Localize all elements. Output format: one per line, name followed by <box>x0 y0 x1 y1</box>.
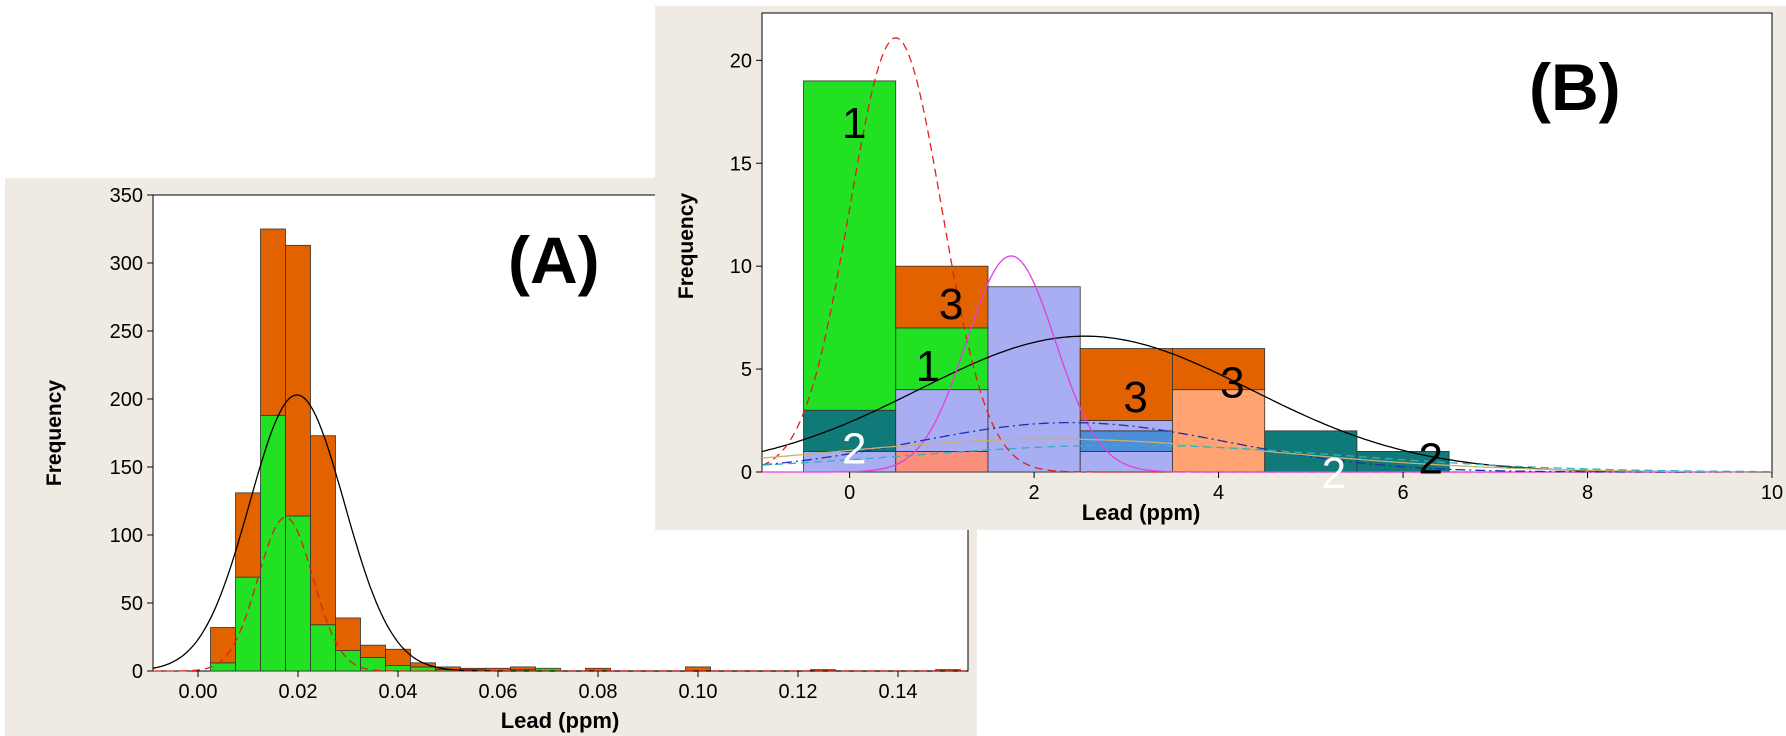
chart-b-bar-b3-s0 <box>1079 451 1173 473</box>
chart-b-xtick-label: 2 <box>1029 482 1040 504</box>
chart-b-bar-annotation-7: 2 <box>1418 435 1442 484</box>
chart-b-bar-annotation-1: 3 <box>939 280 963 329</box>
chart-a-bar-s0-b2 <box>260 414 286 672</box>
chart-b-bar-b1-s2 <box>895 327 989 391</box>
chart-b-ticks: 0 2 4 6 8 10 0 5 10 15 20 <box>730 50 1783 504</box>
chart-a-bar-s0-b0 <box>210 662 236 672</box>
chart-a-xtick-label: 0.14 <box>879 681 918 703</box>
chart-b-bar-b2-s0 <box>987 286 1081 473</box>
chart-a-bars <box>210 228 961 672</box>
chart-b-bar-annotation-0: 1 <box>842 99 866 148</box>
chart-a-xtick-label: 0.00 <box>179 681 218 703</box>
chart-a-bar-s1-b2 <box>260 228 286 416</box>
chart-b-bar-annotation-5: 2 <box>842 424 866 473</box>
chart-b-fit-curve-3 <box>761 421 1772 473</box>
chart-b-xlabel: Lead (ppm) <box>1082 500 1201 525</box>
chart-a-bar-s0-b5 <box>335 650 361 672</box>
chart-a-panel-label: (A) <box>508 223 600 297</box>
chart-b-bar-b4-s1 <box>1172 348 1266 391</box>
chart-b-ytick-label: 5 <box>741 359 752 381</box>
chart-a-xtick-label: 0.04 <box>379 681 418 703</box>
chart-b-bar-b4-s0 <box>1172 389 1266 473</box>
chart-a-bar-s0-b7 <box>385 665 411 672</box>
chart-b-bar-annotation-6: 2 <box>1322 449 1346 498</box>
chart-a-ytick-label: 200 <box>110 389 143 411</box>
chart-a-ytick-label: 300 <box>110 253 143 275</box>
chart-a-bar-s0-b3 <box>285 515 311 672</box>
chart-a-xtick-label: 0.02 <box>279 681 318 703</box>
chart-b-fit-curves <box>761 37 1772 473</box>
chart-a-ylabel: Frequency <box>43 380 66 487</box>
chart-a-xtick-label: 0.10 <box>679 681 718 703</box>
chart-a-ytick-label: 0 <box>132 661 143 683</box>
chart-a-ytick-label: 350 <box>110 185 143 207</box>
chart-b-bar-b1-s1 <box>895 389 989 452</box>
chart-b-bar-b0-s1 <box>803 409 897 452</box>
chart-b-xtick-label: 0 <box>844 482 855 504</box>
chart-a-bar-s1-b4 <box>310 435 336 626</box>
chart-a-ytick-label: 150 <box>110 457 143 479</box>
chart-b-xtick-label: 6 <box>1397 482 1408 504</box>
chart-b-fit-curve-1 <box>761 37 1772 473</box>
chart-b-annotations: 1 3 1 3 3 2 2 2 <box>842 99 1443 498</box>
chart-a-xtick-label: 0.06 <box>479 681 518 703</box>
chart-a-bar-s1-b5 <box>335 617 361 651</box>
chart-a-bar-s1-b1 <box>235 492 261 578</box>
chart-a-fit-curves <box>152 394 968 672</box>
chart-b-ylabel: Frequency <box>675 193 698 300</box>
chart-a-xtick-label: 0.08 <box>579 681 618 703</box>
chart-b-bar-annotation-2: 1 <box>916 342 940 391</box>
chart-a-bar-s1-b7 <box>385 648 411 666</box>
chart-b-panel-label: (B) <box>1529 50 1621 124</box>
chart-b-xtick-label: 8 <box>1582 482 1593 504</box>
chart-a-xtick-label: 0.12 <box>779 681 818 703</box>
chart-a-bar-s1-b3 <box>285 244 311 517</box>
chart-a-bar-s1-b10 <box>460 667 486 671</box>
chart-a-ytick-label: 50 <box>121 593 143 615</box>
chart-b-xtick-label: 4 <box>1213 482 1224 504</box>
chart-b-bar-b0-s2 <box>803 80 897 411</box>
chart-b-bar-b1-s3 <box>895 265 989 329</box>
chart-b-ytick-label: 15 <box>730 153 752 175</box>
chart-b-bar-b1-s0 <box>895 451 989 473</box>
chart-a-bar-s0-b4 <box>310 624 336 672</box>
chart-a-fit-curve-1 <box>153 516 968 672</box>
chart-b-ytick-label: 10 <box>730 256 752 278</box>
chart-b-ytick-label: 20 <box>730 50 752 72</box>
chart-b-fit-curve-4 <box>761 438 1772 473</box>
chart-a-ytick-label: 250 <box>110 321 143 343</box>
chart-b-xtick-label: 10 <box>1761 482 1783 504</box>
chart-a-bar-s1-b12 <box>510 666 536 671</box>
chart-b-bar-annotation-3: 3 <box>1123 373 1147 422</box>
chart-a-xlabel: Lead (ppm) <box>501 708 620 733</box>
chart-a-ticks: 0.00 0.02 0.04 0.06 0.08 0.10 0.12 0.1405010015… <box>110 185 918 703</box>
chart-a-bar-s1-b6 <box>360 644 386 658</box>
chart-a-ytick-label: 100 <box>110 525 143 547</box>
chart-a-bar-s0-b1 <box>235 576 261 672</box>
chart-b-ytick-label: 0 <box>741 462 752 484</box>
chart-b-bar-annotation-4: 3 <box>1220 358 1244 407</box>
chart-a-bar-s1-b0 <box>210 627 236 664</box>
